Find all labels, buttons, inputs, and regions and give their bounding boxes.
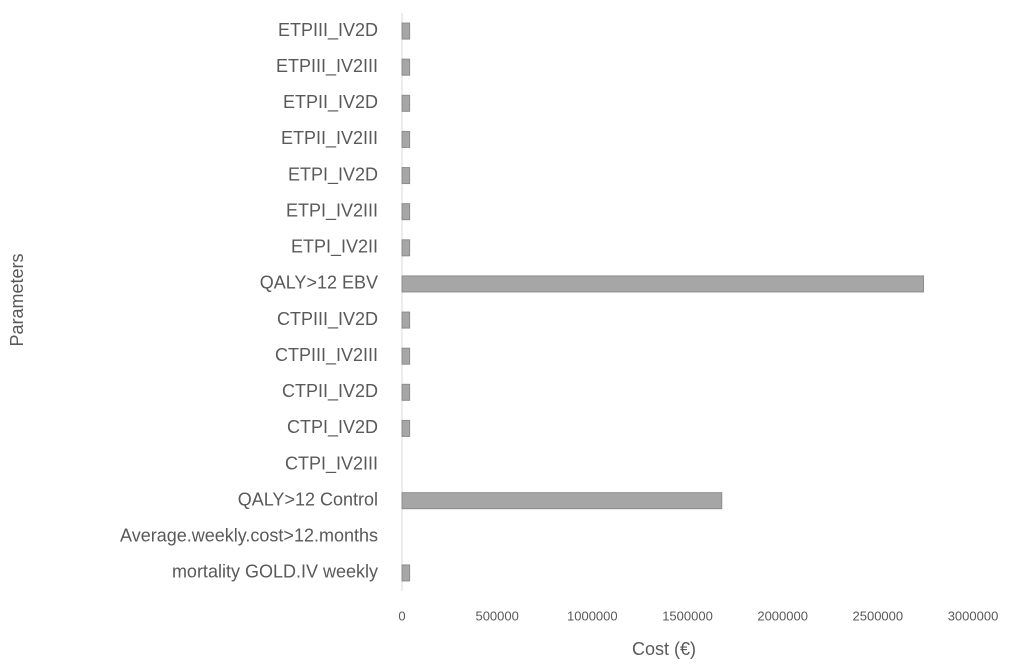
bar [401,492,723,510]
bar [401,275,925,293]
y-tick-label: ETPIII_IV2III [276,56,378,77]
y-tick-label: CTPI_IV2III [285,453,378,474]
y-tick-label: CTPII_IV2D [282,381,378,402]
bar [401,58,411,76]
y-tick-label: QALY>12 EBV [260,273,378,293]
y-tick-label: ETPII_IV2D [283,92,378,113]
y-tick-label: ETPI_IV2II [291,237,378,258]
bar [401,564,411,582]
x-tick-label: 0 [398,608,405,623]
y-axis-title: Parameters [7,253,27,346]
y-tick-label: mortality GOLD.IV weekly [172,562,378,582]
x-axis-title: Cost (€) [632,639,696,659]
bar [401,383,411,401]
y-tick-label: QALY>12 Control [238,489,378,509]
y-tick-label: ETPI_IV2III [286,200,378,221]
bar [401,130,411,148]
bar [401,94,411,112]
y-tick-label: Average.weekly.cost>12.months [120,526,378,546]
x-tick-label: 2500000 [853,608,904,623]
bar [401,167,411,185]
x-tick-label: 2000000 [757,608,808,623]
bar [401,239,411,257]
bar [401,203,411,221]
y-tick-label: CTPIII_IV2III [275,345,378,366]
bar [401,419,411,437]
y-tick-label: CTPI_IV2D [287,417,378,438]
x-tick-label: 3000000 [948,608,999,623]
y-tick-label: ETPII_IV2III [281,128,378,149]
x-tick-label: 500000 [475,608,518,623]
x-tick-label: 1500000 [662,608,713,623]
y-tick-label: ETPI_IV2D [288,164,378,185]
y-tick-label: ETPIII_IV2D [278,20,378,41]
bar [401,22,411,40]
x-tick-label: 1000000 [567,608,618,623]
bar [401,347,411,365]
y-tick-label: CTPIII_IV2D [277,309,378,330]
bar [401,311,411,329]
